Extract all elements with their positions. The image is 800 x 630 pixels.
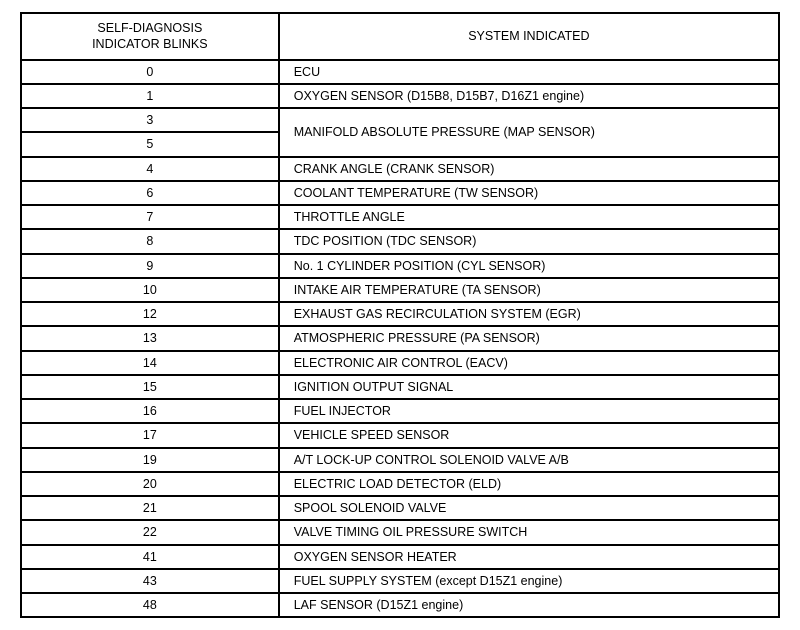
table-row: 17VEHICLE SPEED SENSOR xyxy=(21,423,779,447)
cell-blinks: 16 xyxy=(21,399,279,423)
cell-blinks: 19 xyxy=(21,448,279,472)
table-row: 10INTAKE AIR TEMPERATURE (TA SENSOR) xyxy=(21,278,779,302)
cell-blinks: 10 xyxy=(21,278,279,302)
cell-blinks: 22 xyxy=(21,520,279,544)
cell-system: CRANK ANGLE (CRANK SENSOR) xyxy=(279,157,779,181)
cell-blinks: 20 xyxy=(21,472,279,496)
cell-system: FUEL INJECTOR xyxy=(279,399,779,423)
cell-system: MANIFOLD ABSOLUTE PRESSURE (MAP SENSOR) xyxy=(279,108,779,157)
table-row: 0ECU xyxy=(21,60,779,84)
cell-system: VALVE TIMING OIL PRESSURE SWITCH xyxy=(279,520,779,544)
cell-blinks: 17 xyxy=(21,423,279,447)
cell-blinks: 3 xyxy=(21,108,279,132)
cell-blinks: 12 xyxy=(21,302,279,326)
table-body: 0ECU1OXYGEN SENSOR (D15B8, D15B7, D16Z1 … xyxy=(21,60,779,618)
table-row: 22VALVE TIMING OIL PRESSURE SWITCH xyxy=(21,520,779,544)
table-row: 19A/T LOCK-UP CONTROL SOLENOID VALVE A/B xyxy=(21,448,779,472)
cell-system: ECU xyxy=(279,60,779,84)
table-row: 3MANIFOLD ABSOLUTE PRESSURE (MAP SENSOR) xyxy=(21,108,779,132)
cell-system: A/T LOCK-UP CONTROL SOLENOID VALVE A/B xyxy=(279,448,779,472)
cell-blinks: 43 xyxy=(21,569,279,593)
cell-blinks: 14 xyxy=(21,351,279,375)
cell-system: VEHICLE SPEED SENSOR xyxy=(279,423,779,447)
cell-system: THROTTLE ANGLE xyxy=(279,205,779,229)
table-row: 20ELECTRIC LOAD DETECTOR (ELD) xyxy=(21,472,779,496)
cell-blinks: 5 xyxy=(21,132,279,156)
cell-blinks: 48 xyxy=(21,593,279,617)
diagnosis-table: SELF-DIAGNOSIS INDICATOR BLINKS SYSTEM I… xyxy=(20,12,780,618)
cell-system: OXYGEN SENSOR (D15B8, D15B7, D16Z1 engin… xyxy=(279,84,779,108)
cell-blinks: 6 xyxy=(21,181,279,205)
cell-system: SPOOL SOLENOID VALVE xyxy=(279,496,779,520)
cell-blinks: 9 xyxy=(21,254,279,278)
cell-system: TDC POSITION (TDC SENSOR) xyxy=(279,229,779,253)
header-system: SYSTEM INDICATED xyxy=(279,13,779,60)
header-row: SELF-DIAGNOSIS INDICATOR BLINKS SYSTEM I… xyxy=(21,13,779,60)
cell-system: LAF SENSOR (D15Z1 engine) xyxy=(279,593,779,617)
cell-system: COOLANT TEMPERATURE (TW SENSOR) xyxy=(279,181,779,205)
table-row: 6COOLANT TEMPERATURE (TW SENSOR) xyxy=(21,181,779,205)
cell-blinks: 8 xyxy=(21,229,279,253)
header-blinks: SELF-DIAGNOSIS INDICATOR BLINKS xyxy=(21,13,279,60)
table-row: 43FUEL SUPPLY SYSTEM (except D15Z1 engin… xyxy=(21,569,779,593)
table-row: 8TDC POSITION (TDC SENSOR) xyxy=(21,229,779,253)
table-row: 12EXHAUST GAS RECIRCULATION SYSTEM (EGR) xyxy=(21,302,779,326)
table-row: 48LAF SENSOR (D15Z1 engine) xyxy=(21,593,779,617)
cell-system: No. 1 CYLINDER POSITION (CYL SENSOR) xyxy=(279,254,779,278)
cell-blinks: 21 xyxy=(21,496,279,520)
table-row: 41OXYGEN SENSOR HEATER xyxy=(21,545,779,569)
table-row: 13ATMOSPHERIC PRESSURE (PA SENSOR) xyxy=(21,326,779,350)
table-row: 7THROTTLE ANGLE xyxy=(21,205,779,229)
cell-system: ATMOSPHERIC PRESSURE (PA SENSOR) xyxy=(279,326,779,350)
table-row: 4CRANK ANGLE (CRANK SENSOR) xyxy=(21,157,779,181)
table-row: 15IGNITION OUTPUT SIGNAL xyxy=(21,375,779,399)
cell-system: INTAKE AIR TEMPERATURE (TA SENSOR) xyxy=(279,278,779,302)
table-row: 16FUEL INJECTOR xyxy=(21,399,779,423)
cell-blinks: 41 xyxy=(21,545,279,569)
table-row: 1OXYGEN SENSOR (D15B8, D15B7, D16Z1 engi… xyxy=(21,84,779,108)
cell-blinks: 15 xyxy=(21,375,279,399)
table-row: 9No. 1 CYLINDER POSITION (CYL SENSOR) xyxy=(21,254,779,278)
cell-blinks: 4 xyxy=(21,157,279,181)
cell-blinks: 7 xyxy=(21,205,279,229)
cell-system: OXYGEN SENSOR HEATER xyxy=(279,545,779,569)
cell-system: ELECTRONIC AIR CONTROL (EACV) xyxy=(279,351,779,375)
header-blinks-line2: INDICATOR BLINKS xyxy=(92,37,208,51)
cell-system: ELECTRIC LOAD DETECTOR (ELD) xyxy=(279,472,779,496)
cell-system: FUEL SUPPLY SYSTEM (except D15Z1 engine) xyxy=(279,569,779,593)
table-row: 14ELECTRONIC AIR CONTROL (EACV) xyxy=(21,351,779,375)
cell-system: EXHAUST GAS RECIRCULATION SYSTEM (EGR) xyxy=(279,302,779,326)
header-blinks-line1: SELF-DIAGNOSIS xyxy=(97,21,202,35)
cell-blinks: 0 xyxy=(21,60,279,84)
cell-blinks: 13 xyxy=(21,326,279,350)
cell-blinks: 1 xyxy=(21,84,279,108)
table-row: 21SPOOL SOLENOID VALVE xyxy=(21,496,779,520)
cell-system: IGNITION OUTPUT SIGNAL xyxy=(279,375,779,399)
